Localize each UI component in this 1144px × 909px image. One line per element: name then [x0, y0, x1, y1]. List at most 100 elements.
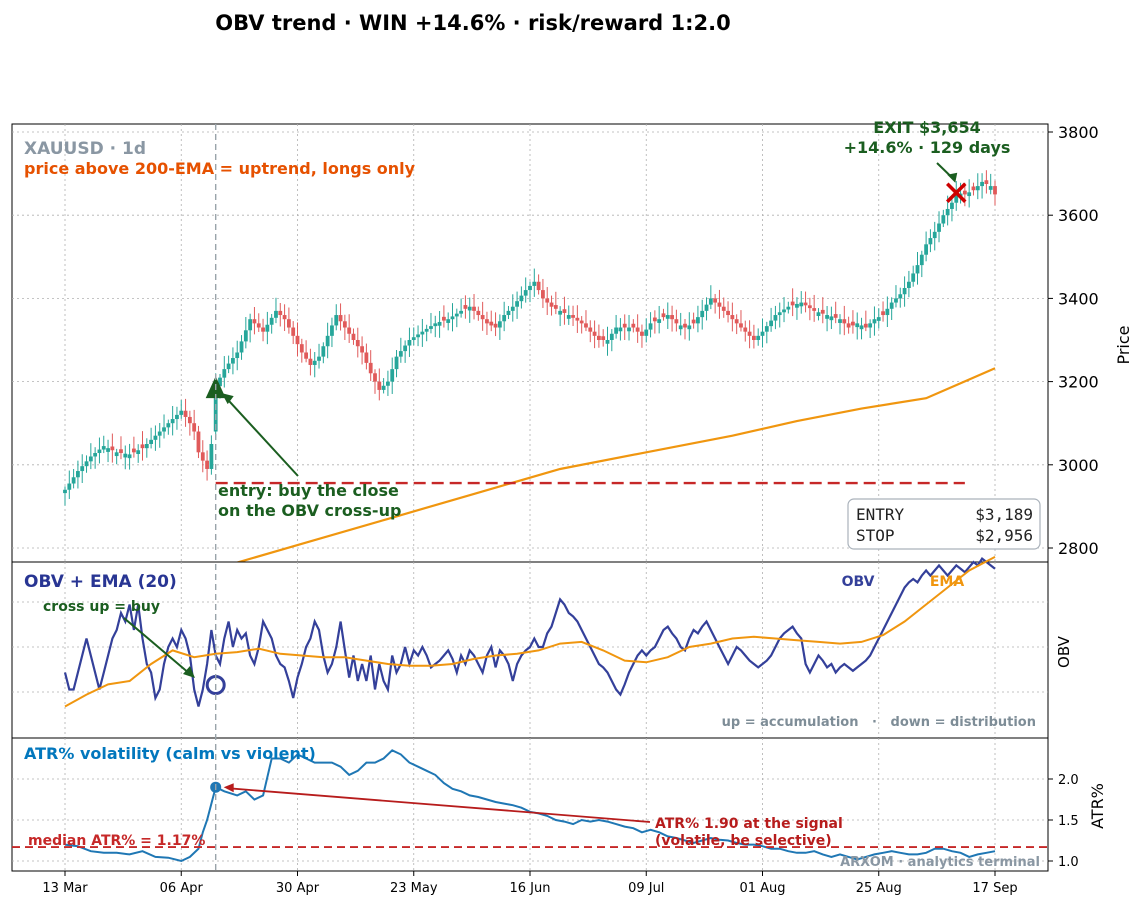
- candle-body: [334, 315, 339, 326]
- candle-body: [816, 312, 821, 317]
- chart-title: OBV trend · WIN +14.6% · risk/reward 1:2…: [215, 11, 730, 35]
- candle-body: [360, 346, 364, 353]
- candle-body: [536, 281, 541, 291]
- candle-body: [205, 460, 209, 469]
- candle-body: [454, 313, 459, 317]
- candle-body: [894, 298, 898, 303]
- candle-body: [459, 310, 464, 314]
- candle-body: [881, 311, 885, 316]
- candle-body: [394, 356, 399, 370]
- candle-body: [497, 321, 502, 328]
- candle-body: [670, 315, 674, 320]
- candle-body: [967, 192, 972, 197]
- candle-body: [153, 435, 158, 440]
- candle-body: [381, 385, 386, 390]
- candle-body: [291, 327, 296, 336]
- candle-body: [962, 190, 967, 195]
- candle-body: [420, 331, 425, 335]
- y-tick-label: 3800: [1058, 123, 1099, 142]
- candle-body: [166, 423, 171, 428]
- x-tick-label: 13 Mar: [42, 881, 88, 896]
- price-panel: XAUUSD · 1d price above 200-EMA = uptren…: [11, 118, 1133, 595]
- candle-body: [825, 315, 829, 319]
- candle-body: [739, 323, 743, 328]
- obv-cross-arrow: [123, 617, 191, 675]
- candle-body: [532, 281, 537, 286]
- candle-body: [730, 315, 735, 320]
- candle-body: [588, 327, 593, 332]
- candle-body: [627, 327, 631, 332]
- candle-body: [971, 186, 976, 191]
- candle-body: [222, 369, 227, 378]
- candle-body: [665, 315, 670, 319]
- candle-body: [523, 290, 528, 296]
- obv-ema-line: [64, 556, 996, 708]
- candle-body: [941, 215, 946, 224]
- candle-body: [429, 326, 433, 329]
- candle-body: [747, 331, 752, 336]
- candle-body: [67, 483, 72, 490]
- candle-body: [562, 309, 567, 313]
- candle-body: [855, 323, 860, 328]
- candle-body: [510, 306, 515, 311]
- candle-body: [795, 303, 799, 308]
- x-tick-label: 17 Sep: [972, 881, 1017, 896]
- candle-body: [476, 310, 481, 316]
- candle-body: [261, 327, 265, 332]
- candle-body: [71, 477, 76, 484]
- candle-body: [450, 316, 455, 320]
- candle-body: [601, 336, 606, 340]
- candle-body: [239, 341, 244, 353]
- candle-body: [398, 351, 403, 357]
- y-tick-label: 1.5: [1058, 814, 1079, 829]
- candle-body: [502, 315, 507, 322]
- candle-body: [183, 410, 188, 417]
- candle-body: [278, 310, 283, 316]
- candle-body: [906, 281, 911, 288]
- candle-body: [144, 444, 149, 449]
- candle-body: [975, 186, 980, 191]
- candle-body: [919, 254, 924, 266]
- candle-body: [480, 315, 485, 320]
- candle-body: [218, 377, 222, 387]
- candle-body: [433, 323, 438, 327]
- symbol-label: XAUUSD · 1d: [24, 139, 146, 159]
- candle-body: [592, 331, 597, 336]
- candle-body: [377, 381, 382, 390]
- candle-body: [769, 320, 774, 327]
- candle-body: [915, 265, 920, 274]
- candle-body: [988, 186, 993, 190]
- candle-body: [269, 317, 274, 325]
- atr-panel-title: ATR% volatility (calm vs violent): [24, 744, 316, 763]
- candle-body: [704, 304, 709, 311]
- candle-body: [338, 315, 343, 322]
- candle-body: [708, 298, 713, 305]
- x-tick-label: 09 Jul: [628, 881, 664, 896]
- candle-body: [192, 423, 197, 432]
- candle-body: [93, 453, 98, 457]
- candle-body: [648, 323, 653, 330]
- obv-grid: [12, 562, 1048, 738]
- candle-body: [295, 335, 300, 345]
- y-tick-label: 2.0: [1058, 773, 1079, 788]
- candle-body: [200, 452, 205, 461]
- candle-body: [846, 323, 851, 328]
- candle-body: [777, 312, 782, 316]
- trade-box-entry-key: ENTRY: [856, 505, 905, 524]
- candle-body: [717, 302, 722, 307]
- candle-body: [325, 335, 330, 347]
- candle-body: [575, 317, 580, 321]
- candle-body: [317, 356, 321, 361]
- candle-body: [726, 310, 730, 316]
- candle-body: [187, 416, 192, 424]
- candle-body: [209, 444, 214, 469]
- candle-body: [140, 444, 145, 449]
- obv-axis-label: OBV: [1055, 635, 1073, 668]
- candle-body: [368, 362, 373, 374]
- obv-line: [63, 556, 996, 707]
- candle-body: [196, 431, 201, 453]
- candle-body: [872, 319, 877, 324]
- obv-panel: OBV + EMA (20) cross up = buy OBV EMA up…: [11, 556, 1073, 739]
- x-tick-label: 25 Aug: [856, 881, 902, 896]
- candle-body: [179, 410, 184, 415]
